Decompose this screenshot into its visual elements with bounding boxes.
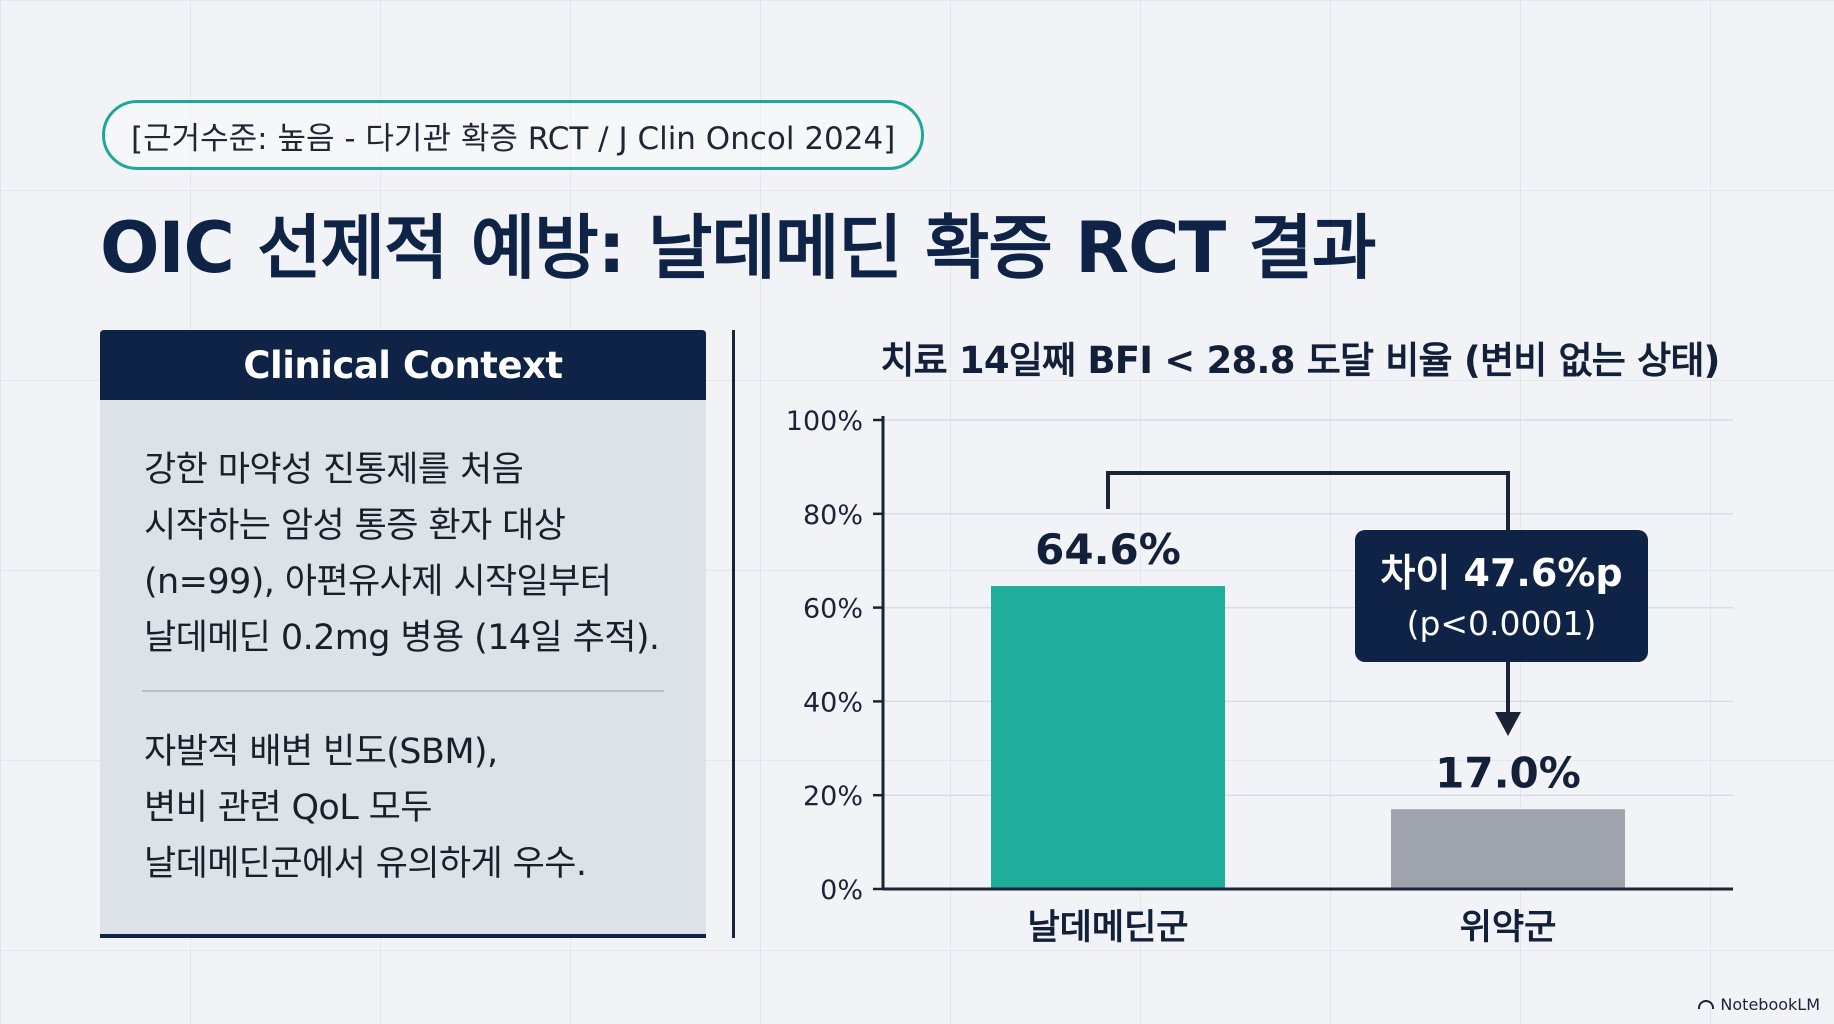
- notebooklm-logo-icon: [1698, 1000, 1715, 1009]
- y-tick-label: 40%: [803, 687, 863, 718]
- clinical-context-panel: Clinical Context 강한 마약성 진통제를 처음 시작하는 암성 …: [100, 330, 706, 938]
- difference-value: 차이 47.6%p: [1380, 551, 1622, 595]
- x-tick-label: 위약군: [1460, 908, 1557, 948]
- notebooklm-watermark: NotebookLM: [1698, 995, 1820, 1014]
- y-tick-label: 20%: [803, 781, 863, 812]
- y-tick-label: 60%: [803, 594, 863, 625]
- difference-callout: [1355, 530, 1648, 662]
- y-tick-label: 100%: [786, 406, 863, 437]
- data-label: 64.6%: [1035, 525, 1181, 574]
- bar: [1391, 809, 1625, 889]
- data-label: 17.0%: [1435, 748, 1581, 797]
- bar: [991, 586, 1225, 889]
- context-divider: [142, 690, 664, 692]
- arrow-head-icon: [1495, 712, 1521, 736]
- context-paragraph-1: 강한 마약성 진통제를 처음 시작하는 암성 통증 환자 대상 (n=99), …: [144, 450, 660, 658]
- x-tick-label: 날데메딘군: [1027, 908, 1188, 948]
- evidence-level-badge: [근거수준: 높음 - 다기관 확증 RCT / J Clin Oncol 20…: [102, 100, 925, 170]
- page-title: OIC 선제적 예방: 날데메딘 확증 RCT 결과: [100, 207, 1376, 289]
- y-tick-label: 0%: [820, 875, 863, 906]
- p-value: (p<0.0001): [1407, 604, 1597, 643]
- clinical-context-header: Clinical Context: [100, 330, 706, 400]
- section-divider: [732, 330, 735, 938]
- chart-title: 치료 14일째 BFI < 28.8 도달 비율 (변비 없는 상태): [880, 339, 1720, 382]
- context-paragraph-2: 자발적 배변 빈도(SBM), 변비 관련 QoL 모두 날데메딘군에서 유의하…: [144, 732, 587, 884]
- comparison-bracket: [1106, 471, 1510, 533]
- y-tick-label: 80%: [803, 500, 863, 531]
- watermark-label: NotebookLM: [1720, 995, 1820, 1014]
